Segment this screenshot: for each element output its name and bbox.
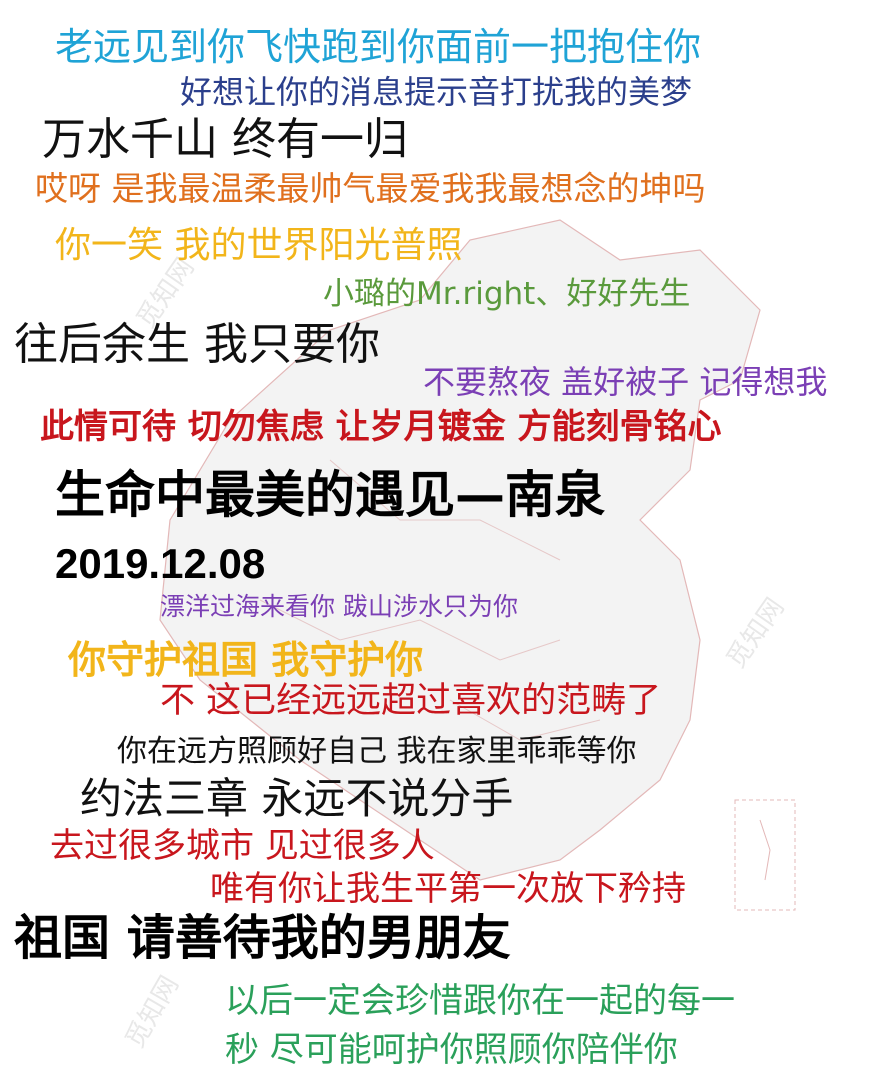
text-line: 漂洋过海来看你 跋山涉水只为你 (160, 592, 518, 621)
watermark: 觅知网 (721, 593, 790, 674)
watermark: 觅知网 (120, 971, 185, 1054)
text-line: 你一笑 我的世界阳光普照 (55, 225, 463, 266)
text-line: 唯有你让我生平第一次放下矜持 (210, 869, 686, 909)
text-line: 秒 尽可能呵护你照顾你陪伴你 (225, 1030, 678, 1070)
text-line: 往后余生 我只要你 (14, 319, 380, 370)
text-line: 你守护祖国 我守护你 (68, 637, 424, 682)
text-line: 万水千山 终有一归 (42, 114, 408, 165)
text-line: 生命中最美的遇见—南泉 (55, 466, 605, 524)
text-line: 2019.12.08 (55, 540, 266, 587)
text-line: 好想让你的消息提示音打扰我的美梦 (180, 73, 693, 111)
text-line: 去过很多城市 见过很多人 (50, 826, 435, 866)
text-line: 老远见到你飞快跑到你面前一把抱住你 (55, 25, 702, 69)
text-line: 约法三章 永远不说分手 (80, 774, 514, 823)
text-line: 此情可待 切勿焦虑 让岁月镀金 方能刻骨铭心 (40, 407, 722, 447)
text-line: 以后一定会珍惜跟你在一起的每一 (225, 981, 735, 1021)
text-line: 小璐的Mr.right、好好先生 (323, 276, 691, 312)
text-line: 哎呀 是我最温柔最帅气最爱我我最想念的坤吗 (35, 169, 706, 208)
text-line: 祖国 请善待我的男朋友 (14, 910, 511, 966)
text-line: 不 这已经远远超过喜欢的范畴了 (160, 681, 662, 721)
text-line: 你在远方照顾好自己 我在家里乖乖等你 (117, 734, 637, 769)
text-line: 不要熬夜 盖好被子 记得想我 (423, 363, 828, 401)
